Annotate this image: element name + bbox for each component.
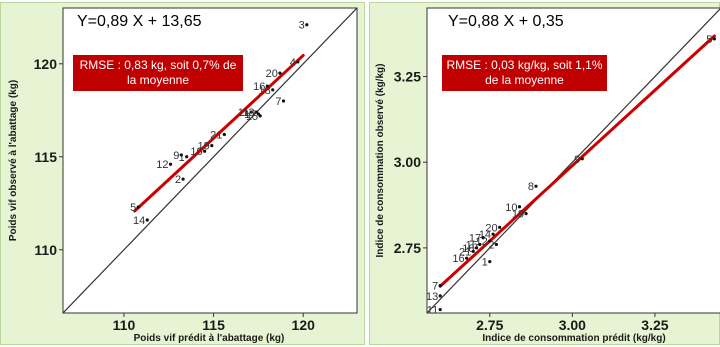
point-label: 10 bbox=[190, 146, 202, 158]
data-point bbox=[438, 283, 442, 288]
point-label: 16 bbox=[253, 81, 265, 93]
data-point bbox=[203, 149, 207, 153]
data-point bbox=[281, 99, 286, 103]
point-label: 5 bbox=[130, 202, 136, 214]
data-point bbox=[471, 249, 475, 253]
x-tick-label: 115 bbox=[202, 317, 225, 333]
y-tick-label: 115 bbox=[34, 149, 57, 165]
point-label: 13 bbox=[242, 107, 254, 119]
y-tick-label: 110 bbox=[34, 242, 57, 258]
data-point bbox=[296, 60, 300, 64]
y-axis-label: Poids vif observé à l'abattage (kg) bbox=[8, 80, 19, 241]
point-label: 4 bbox=[290, 57, 296, 69]
point-label: 13 bbox=[426, 291, 438, 303]
point-label: 17 bbox=[469, 233, 481, 245]
point-label: 18 bbox=[462, 243, 474, 255]
point-label: 21 bbox=[459, 246, 471, 258]
point-label: 11 bbox=[238, 107, 249, 119]
data-point bbox=[465, 256, 469, 260]
identity-line bbox=[63, 8, 357, 313]
x-tick-label: 110 bbox=[113, 317, 136, 333]
point-label: 18 bbox=[258, 85, 270, 97]
data-point bbox=[488, 239, 492, 243]
point-label: 7 bbox=[432, 281, 438, 293]
y-tick-label: 120 bbox=[34, 56, 58, 72]
data-point bbox=[712, 37, 716, 41]
data-point bbox=[481, 236, 485, 240]
point-label: 3 bbox=[299, 20, 305, 32]
point-label: 12 bbox=[156, 159, 168, 171]
point-label: 14 bbox=[133, 215, 145, 227]
point-label: 15 bbox=[246, 111, 258, 123]
data-point bbox=[136, 205, 140, 209]
point-label: 7 bbox=[275, 96, 281, 108]
point-label: 2 bbox=[488, 239, 494, 251]
data-point bbox=[271, 88, 275, 92]
point-label: 19 bbox=[512, 209, 524, 221]
point-label: 8 bbox=[528, 181, 534, 193]
point-label: 20 bbox=[485, 222, 497, 234]
data-point bbox=[494, 242, 498, 247]
data-point bbox=[265, 84, 269, 88]
point-label: 11 bbox=[427, 305, 438, 317]
point-label: 5 bbox=[706, 34, 712, 46]
data-point bbox=[278, 71, 282, 75]
rmse-box-right: RMSE : 0,03 kg/kg, soit 1,1% de la moyen… bbox=[442, 55, 607, 91]
data-point bbox=[181, 177, 185, 181]
panel-left: 1 2 3 4 5 7 9 10 11 12 13 14 15 16 17 18 19 20 21 110 115 120… bbox=[0, 2, 365, 345]
data-point bbox=[498, 225, 502, 229]
identity-line bbox=[427, 8, 720, 313]
data-point bbox=[222, 132, 226, 137]
data-point bbox=[478, 242, 482, 247]
data-point bbox=[580, 157, 584, 161]
panel-right: 1 2 5 7 8 9 10 11 12 13 14 15 16 17 18 19 20 21 2.75 3.00 3.… bbox=[369, 2, 720, 345]
data-point bbox=[249, 110, 253, 114]
point-label: 2 bbox=[175, 174, 181, 186]
rmse-box-left: RMSE : 0,83 kg, soit 0,7% de la moyenne bbox=[73, 55, 243, 91]
x-axis-label: Poids vif prédit à l'abattage (kg) bbox=[134, 333, 285, 344]
point-label: 21 bbox=[210, 129, 222, 141]
point-label: 9 bbox=[574, 154, 580, 166]
regression-line bbox=[133, 53, 305, 213]
data-point bbox=[491, 232, 495, 236]
point-label: 1 bbox=[179, 152, 185, 164]
x-tick-label: 3.25 bbox=[641, 317, 668, 333]
data-point bbox=[438, 307, 442, 312]
point-label: 20 bbox=[266, 68, 278, 80]
data-point bbox=[185, 155, 189, 159]
y-tick-label: 3.00 bbox=[394, 154, 421, 170]
data-point bbox=[168, 162, 173, 166]
point-label: 17 bbox=[244, 109, 256, 121]
data-point bbox=[524, 212, 528, 216]
x-axis-label: Indice de consommation prédit (kg/kg) bbox=[482, 333, 665, 344]
data-point bbox=[256, 112, 261, 116]
point-label: 15 bbox=[466, 239, 478, 251]
point-label: 19 bbox=[198, 141, 210, 153]
x-tick-label: 2.75 bbox=[476, 317, 503, 333]
data-point bbox=[145, 218, 149, 222]
data-point bbox=[305, 23, 309, 27]
regression-equation-right: Y=0,88 X + 0,35 bbox=[448, 13, 564, 30]
data-point bbox=[179, 153, 183, 157]
regression-line bbox=[438, 34, 716, 288]
point-label: 16 bbox=[452, 253, 464, 265]
point-label: 1 bbox=[482, 257, 488, 269]
point-label: 10 bbox=[505, 202, 517, 214]
y-axis-label: Indice de consommation observé (kg/kg) bbox=[375, 64, 386, 258]
data-point bbox=[517, 205, 522, 209]
x-tick-label: 120 bbox=[292, 317, 316, 333]
point-label: 9 bbox=[173, 150, 179, 162]
data-point bbox=[474, 246, 479, 250]
data-point bbox=[438, 294, 442, 298]
y-tick-label: 2.75 bbox=[394, 240, 421, 256]
y-tick-label: 3.25 bbox=[394, 69, 421, 85]
data-point bbox=[534, 184, 538, 188]
x-tick-label: 3.00 bbox=[559, 317, 586, 333]
data-point bbox=[488, 259, 492, 264]
data-point bbox=[210, 144, 214, 148]
regression-equation-left: Y=0,89 X + 13,65 bbox=[77, 13, 202, 30]
